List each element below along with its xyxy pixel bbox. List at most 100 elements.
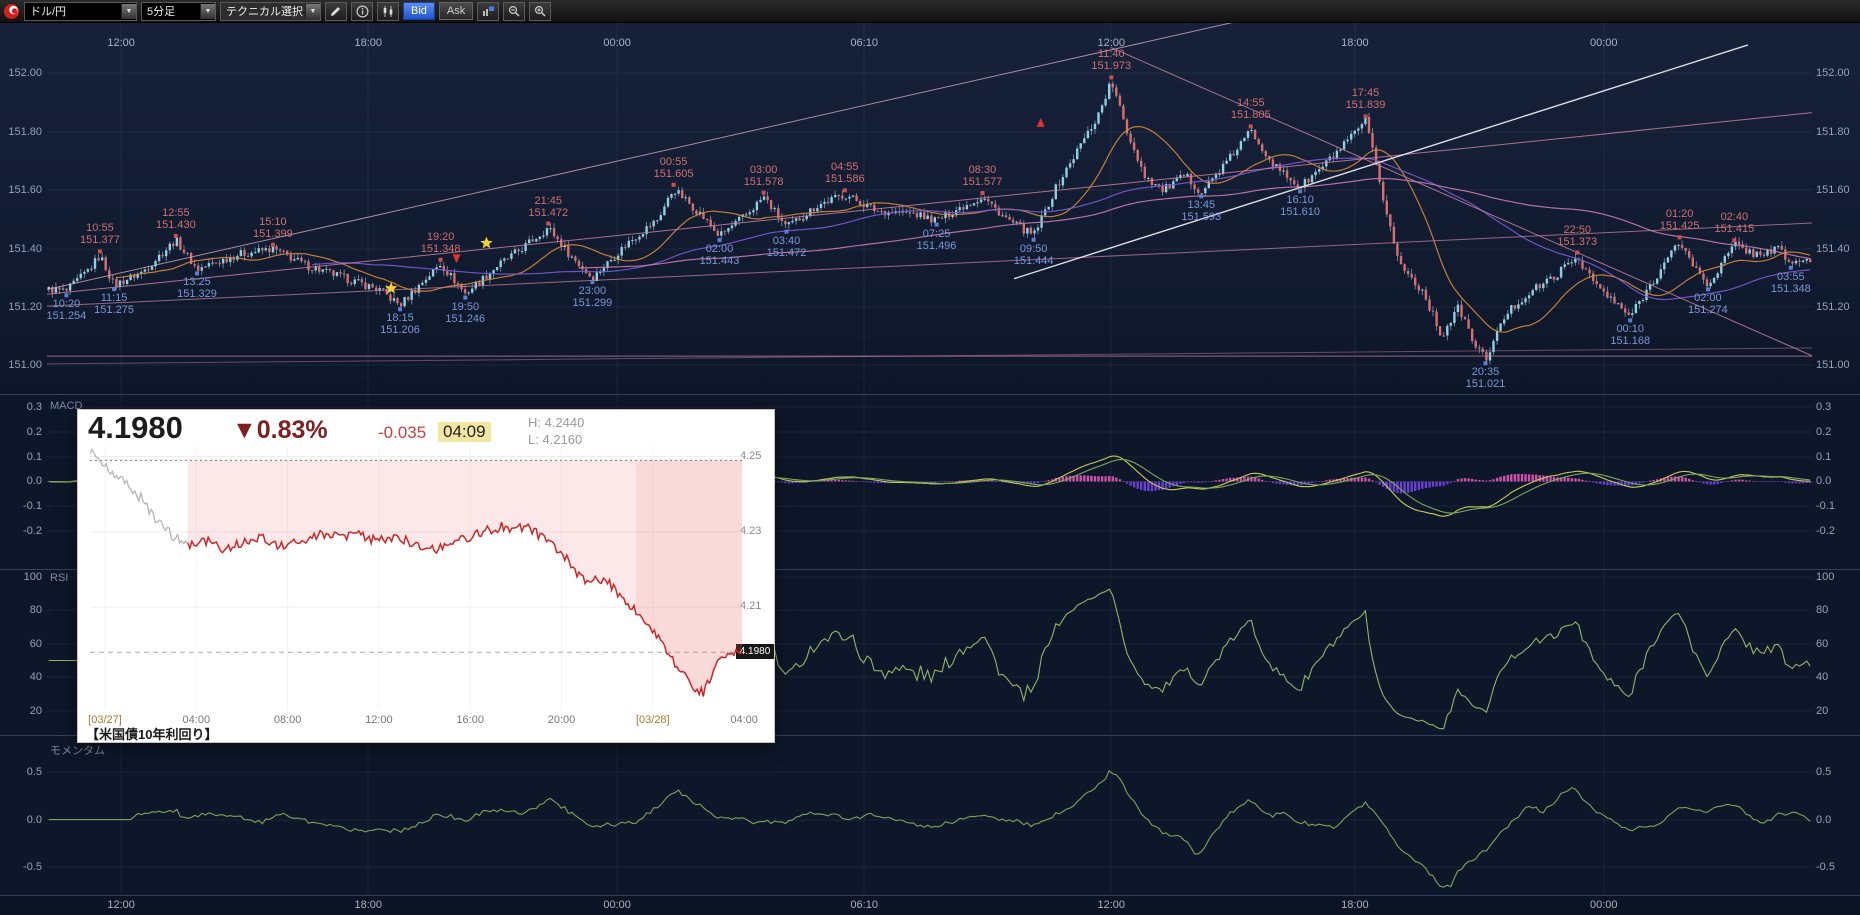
time-axis-label: 18:00: [354, 37, 382, 49]
yield-line-chart: [89, 446, 745, 710]
yield-quote-time: 04:09: [438, 422, 491, 442]
low-marker: [398, 307, 402, 312]
high-marker: [438, 257, 443, 262]
technical-select[interactable]: テクニカル選択 ▼: [220, 1, 321, 21]
yield-x-axis-label: [03/27]: [88, 714, 122, 726]
info-icon: [355, 4, 369, 18]
time-axis-strip: [0, 895, 1860, 915]
momentum-chart[interactable]: [47, 735, 1812, 895]
high-marker: [980, 191, 985, 195]
axis-tick-label: 0.0: [1816, 814, 1832, 826]
low-marker: [1199, 194, 1204, 199]
axis-tick-label: 0.3: [1816, 401, 1832, 413]
rsi-panel-label: RSI: [50, 572, 69, 584]
time-axis-label: 06:10: [850, 899, 878, 911]
low-marker: [784, 229, 789, 234]
time-axis-label: 12:00: [1097, 899, 1126, 911]
low-marker: [1788, 265, 1793, 270]
axis-tick-label: 151.60: [8, 184, 42, 196]
timeframe-select-value: 5分足: [147, 6, 176, 18]
yield-change: -0.035: [378, 423, 427, 442]
axis-tick-label: 80: [1816, 604, 1829, 616]
app-logo-icon: [3, 3, 20, 20]
high-marker: [761, 190, 766, 195]
low-marker: [1705, 287, 1710, 292]
axis-tick-label: 151.20: [8, 301, 42, 313]
chart-settings-button[interactable]: [477, 1, 500, 21]
panel-divider: [0, 895, 1860, 896]
high-marker: [270, 242, 275, 247]
buy-arrow-icon: [1036, 117, 1045, 127]
panel-divider: [0, 394, 1860, 395]
star-marker: [480, 236, 493, 249]
star-marker: [385, 281, 398, 294]
axis-tick-label: -0.1: [1816, 500, 1835, 512]
yield-x-axis-label: 04:00: [730, 714, 758, 726]
time-axis-label: 00:00: [603, 899, 631, 911]
time-axis-label: 18:00: [354, 899, 382, 911]
info-button[interactable]: [351, 1, 373, 21]
axis-tick-label: -0.2: [1816, 525, 1835, 537]
yield-x-axis-label: 12:00: [365, 714, 393, 726]
axis-tick-label: 100: [23, 571, 42, 583]
axis-tick-label: 151.00: [1816, 359, 1850, 371]
axis-tick-label: -0.5: [23, 861, 42, 873]
yield-y-axis-label: 4.21: [740, 600, 762, 613]
low-marker: [64, 293, 69, 298]
yield-y-axis-label: 4.23: [740, 524, 762, 537]
axis-tick-label: 0.2: [26, 426, 42, 438]
low-marker: [1031, 237, 1036, 242]
high-marker: [173, 233, 178, 238]
momentum-panel-label: モメンタム: [50, 745, 105, 757]
chart-type-button[interactable]: [377, 1, 399, 21]
symbol-select[interactable]: ドル/円 ▼: [24, 1, 137, 21]
technical-select-value: テクニカル選択: [226, 6, 303, 18]
yield-x-axis-label: [03/28]: [635, 714, 670, 726]
high-marker: [1677, 235, 1682, 240]
panel-divider: [0, 569, 1860, 570]
bid-button[interactable]: Bid: [403, 2, 435, 20]
high-marker: [671, 182, 676, 187]
time-axis-label: 06:10: [850, 37, 878, 49]
time-axis-label: 00:00: [603, 37, 631, 49]
yield-change-percent: ▼0.83%: [232, 416, 328, 444]
axis-tick-label: 100: [1816, 571, 1835, 583]
low-marker: [1483, 361, 1488, 366]
zoom-out-icon: [508, 5, 520, 17]
yield-x-axis-label: 16:00: [456, 714, 484, 726]
low-marker: [1628, 318, 1633, 323]
high-marker: [1109, 75, 1114, 80]
axis-tick-label: 151.40: [8, 243, 42, 255]
zoom-in-button[interactable]: [529, 1, 552, 21]
candlestick-chart[interactable]: [46, 21, 1813, 394]
axis-tick-label: 151.40: [1816, 243, 1850, 255]
axis-tick-label: 40: [1816, 671, 1829, 683]
timeframe-select[interactable]: 5分足 ▼: [141, 1, 216, 21]
main-chart-panel[interactable]: [0, 23, 1860, 394]
time-axis-label: 18:00: [1341, 37, 1369, 49]
symbol-select-value: ドル/円: [30, 6, 67, 18]
high-marker: [546, 221, 551, 226]
momentum-panel[interactable]: [0, 735, 1860, 895]
draw-tool-button[interactable]: [325, 1, 347, 21]
low-marker: [463, 295, 468, 300]
zoom-out-button[interactable]: [503, 1, 526, 21]
panel-divider: [0, 735, 1860, 736]
axis-tick-label: 0.0: [1816, 475, 1832, 487]
yield-low: L: 4.2160: [528, 432, 583, 447]
high-marker: [842, 188, 847, 193]
axis-tick-label: 152.00: [8, 67, 42, 79]
sell-arrow-icon: [452, 254, 461, 264]
axis-tick-label: 0.1: [26, 451, 42, 463]
yield-caption: 【米国債10年利回り】: [86, 727, 218, 742]
yield-x-axis-label: 20:00: [547, 714, 576, 726]
axis-tick-label: 151.00: [8, 359, 42, 371]
axis-tick-label: 0.0: [26, 814, 42, 826]
ask-button[interactable]: Ask: [438, 2, 474, 20]
axis-tick-label: 151.80: [1816, 126, 1850, 138]
bond-yield-popup[interactable]: 4.1980 ▼0.83% -0.035 04:09 H: 4.2440 L: …: [77, 409, 775, 743]
axis-tick-label: 151.80: [8, 126, 42, 138]
low-marker: [1298, 189, 1303, 194]
axis-tick-label: 152.00: [1816, 67, 1850, 79]
time-axis-label: 12:00: [107, 899, 135, 911]
